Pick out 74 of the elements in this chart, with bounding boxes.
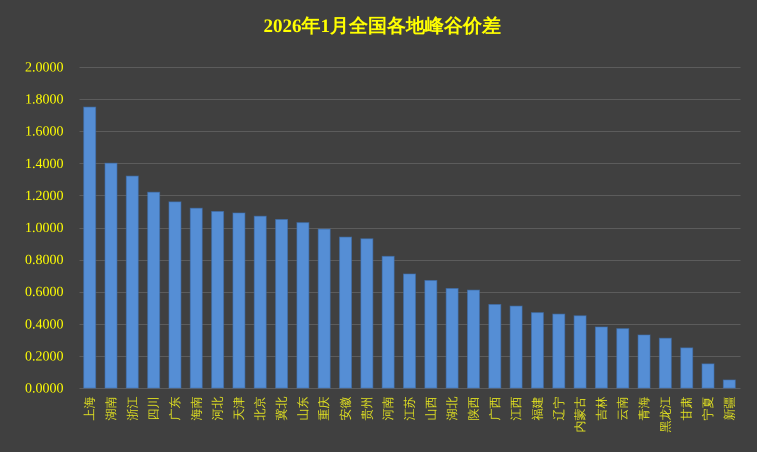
bar [638, 334, 651, 388]
chart-title: 2026年1月全国各地峰谷价差 [264, 15, 501, 37]
bar [339, 236, 352, 388]
x-tick-label: 浙江 [125, 396, 140, 420]
bar [360, 238, 374, 388]
bar [594, 326, 608, 388]
x-tick-label: 四川 [146, 396, 161, 420]
bar [318, 228, 331, 388]
x-tick-label: 福建 [530, 396, 544, 420]
x-tick-label: 贵州 [360, 396, 374, 420]
bar [232, 212, 246, 388]
bar [530, 312, 544, 388]
x-tick-label: 天津 [232, 396, 246, 420]
x-tick-label: 内蒙古 [573, 396, 588, 432]
x-tick-label: 云南 [616, 396, 630, 420]
bar [658, 338, 672, 388]
x-tick-label: 陕西 [466, 396, 480, 420]
x-tick-label: 宁夏 [701, 396, 716, 420]
bar [680, 347, 694, 388]
x-tick-label: 安徽 [338, 396, 353, 420]
bar [147, 192, 160, 388]
bar [424, 280, 438, 388]
x-tick-label: 黑龙江 [658, 396, 672, 432]
y-tick-label: 1.2000 [25, 188, 64, 204]
x-tick-label: 重庆 [317, 396, 332, 420]
y-tick-label: 0.8000 [25, 253, 64, 268]
x-tick-label: 湖北 [445, 396, 460, 420]
bar [83, 106, 96, 388]
x-tick-label: 江西 [509, 396, 524, 420]
x-tick-label: 新疆 [722, 396, 736, 420]
bar [211, 210, 224, 388]
bar [510, 306, 523, 388]
bar [126, 176, 139, 388]
x-tick-label: 海南 [189, 396, 204, 420]
x-tick-label: 山西 [424, 396, 438, 420]
x-tick-label: 广东 [168, 396, 182, 420]
bar [466, 290, 480, 388]
bar [104, 162, 118, 388]
bar [168, 201, 182, 388]
bar [552, 314, 566, 388]
x-tick-label: 广西 [488, 396, 502, 420]
y-tick-label: 0.0000 [25, 382, 64, 396]
bar [190, 208, 203, 388]
bar [722, 379, 736, 388]
bar [488, 304, 502, 388]
x-tick-label: 冀北 [274, 396, 289, 420]
bar [254, 216, 267, 388]
y-tick-label: 2.0000 [25, 60, 64, 76]
y-tick-label: 1.8000 [25, 92, 64, 108]
y-tick-label: 1.4000 [25, 156, 64, 172]
x-tick-label: 吉林 [594, 396, 608, 420]
x-tick-label: 河北 [210, 396, 225, 420]
bar [702, 363, 714, 388]
x-tick-label: 湖南 [104, 396, 118, 420]
y-tick-label: 0.4000 [25, 317, 64, 332]
x-tick-label: 河南 [381, 396, 396, 420]
x-tick-label: 山东 [296, 396, 310, 420]
bar [574, 315, 587, 388]
x-tick-label: 辽宁 [552, 396, 566, 420]
y-tick-label: 0.6000 [25, 285, 64, 300]
bar [382, 256, 395, 388]
bar [446, 288, 459, 388]
x-tick-label: 青海 [637, 396, 652, 420]
y-tick-label: 1.0000 [25, 221, 64, 236]
x-tick-label: 上海 [82, 396, 97, 420]
bar [616, 328, 630, 388]
y-tick-label: 1.6000 [25, 124, 64, 140]
y-tick-label: 0.2000 [25, 349, 64, 364]
x-tick-label: 江苏 [402, 396, 416, 420]
bar [403, 274, 416, 388]
bar [275, 218, 288, 388]
x-tick-label: 北京 [253, 396, 268, 420]
x-tick-label: 甘肃 [680, 396, 694, 420]
bar [296, 222, 310, 388]
